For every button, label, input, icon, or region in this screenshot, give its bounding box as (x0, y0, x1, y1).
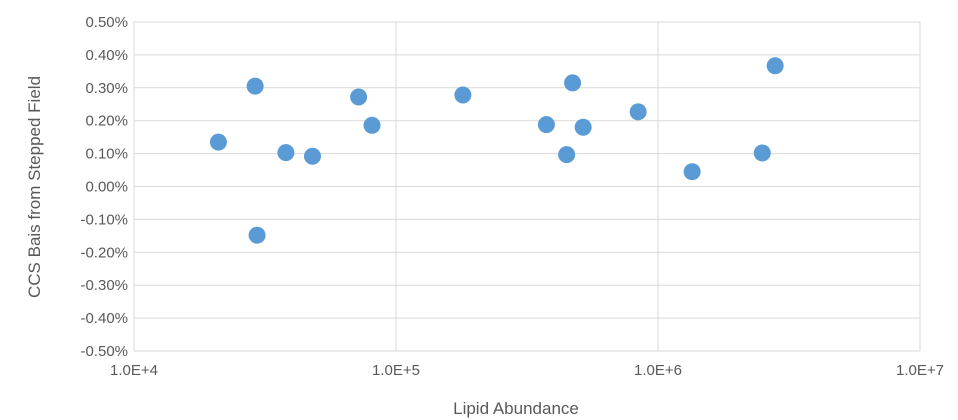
y-tick-label: 0.30% (85, 80, 128, 97)
x-tick-label: 1.0E+4 (110, 362, 158, 379)
x-tick-label: 1.0E+6 (634, 362, 682, 379)
data-point (246, 77, 264, 95)
x-tick-label: 1.0E+5 (372, 362, 420, 379)
data-point (766, 57, 784, 75)
y-tick-label: -0.20% (80, 244, 128, 261)
y-tick-label: 0.20% (85, 113, 128, 130)
x-axis-title: Lipid Abundance (453, 399, 579, 418)
x-tick-label: 1.0E+7 (896, 362, 944, 379)
data-point (277, 144, 295, 162)
y-tick-label: 0.50% (85, 14, 128, 31)
tick-labels: 0.50% 0.40% 0.30% 0.20% 0.10% 0.00% -0.10% -0.2… (80, 14, 944, 379)
gridlines (133, 21, 921, 352)
y-tick-label: -0.40% (80, 310, 128, 327)
y-tick-label: 0.40% (85, 47, 128, 64)
data-point (629, 103, 647, 121)
y-tick-label: 0.00% (85, 179, 128, 196)
data-points (209, 57, 784, 244)
y-tick-label: -0.50% (80, 343, 128, 360)
data-point (683, 163, 701, 181)
data-point (303, 147, 321, 165)
data-point (363, 116, 381, 134)
data-point (574, 118, 592, 136)
data-point (564, 74, 582, 92)
data-point (454, 86, 472, 104)
data-point (350, 88, 368, 106)
data-point (248, 226, 266, 244)
y-tick-label: -0.10% (80, 211, 128, 228)
data-point (753, 144, 771, 162)
y-tick-label: 0.10% (85, 146, 128, 163)
data-point (209, 133, 227, 151)
y-axis-title: CCS Bais from Stepped Field (25, 76, 44, 298)
data-point (558, 146, 576, 164)
data-point (537, 116, 555, 134)
y-tick-label: -0.30% (80, 277, 128, 294)
